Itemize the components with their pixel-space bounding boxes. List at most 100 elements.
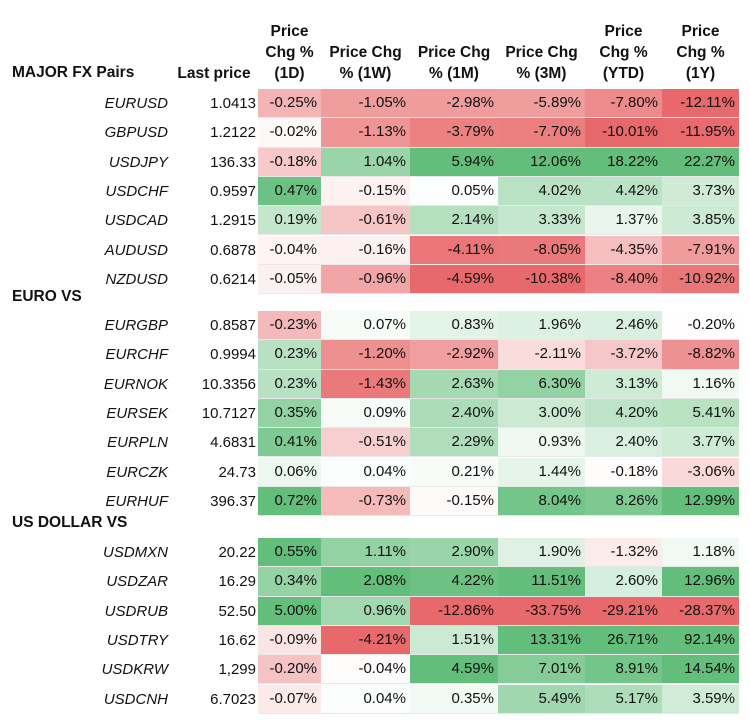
change-cell-m1: -4.59%: [410, 264, 498, 295]
change-cell-m3: 13.31%: [498, 625, 585, 656]
change-cell-y1: -11.95%: [662, 118, 739, 148]
change-cell-m3: 1.44%: [498, 457, 585, 487]
change-cell-y1: -8.82%: [662, 340, 739, 370]
column-header-line: Chg %: [265, 44, 314, 61]
row-label-usdtry: USDTRY: [106, 631, 168, 649]
change-cell-d1: 0.55%: [258, 538, 321, 568]
row-label-eurgbp: EURGBP: [104, 317, 168, 334]
change-cell-d1: 0.41%: [258, 428, 321, 458]
row-label-usdcnh: USDCNH: [103, 690, 168, 708]
change-cell-w1: -0.15%: [321, 176, 410, 207]
last-price-cell: 20.22: [218, 544, 256, 561]
change-cell-d1: 0.34%: [258, 567, 321, 597]
column-header-last: Last price: [170, 63, 258, 84]
column-header-line: % (1M): [429, 65, 479, 82]
last-price-cell: 0.9994: [210, 346, 256, 364]
change-cell-y1: -28.37%: [662, 596, 739, 626]
change-cell-w1: -0.73%: [321, 486, 410, 517]
change-cell-w1: -1.20%: [321, 340, 410, 370]
change-cell-m1: 4.22%: [410, 567, 498, 597]
change-cell-y1: -10.92%: [662, 264, 739, 295]
column-header-line: % (3M): [516, 65, 567, 82]
change-cell-m3: 7.01%: [498, 655, 585, 685]
change-cell-m1: -0.15%: [410, 486, 498, 517]
change-cell-ytd: 18.22%: [585, 147, 662, 177]
change-cell-ytd: 8.91%: [585, 655, 662, 685]
row-label-usdrub: USDRUB: [104, 602, 168, 620]
last-price-cell: 16.29: [218, 573, 256, 591]
change-cell-y1: 3.59%: [662, 684, 739, 714]
change-cell-m1: 2.63%: [410, 369, 498, 399]
change-cell-m1: -12.86%: [410, 596, 498, 626]
change-cell-w1: 0.96%: [321, 596, 410, 626]
change-cell-w1: 1.04%: [321, 147, 410, 177]
change-cell-y1: -0.20%: [662, 311, 739, 341]
change-cell-y1: 3.85%: [662, 206, 739, 236]
change-cell-d1: 0.72%: [258, 486, 321, 517]
change-cell-y1: 5.41%: [662, 398, 739, 429]
change-cell-y1: 22.27%: [662, 147, 739, 177]
change-cell-m1: -4.11%: [410, 235, 498, 265]
change-cell-d1: -0.23%: [258, 311, 321, 341]
row-label-eurusd: EURUSD: [104, 95, 168, 112]
change-cell-m3: 12.06%: [498, 147, 585, 177]
change-cell-d1: 0.06%: [258, 457, 321, 487]
change-cell-ytd: -0.18%: [585, 457, 662, 487]
change-cell-m3: 4.02%: [498, 176, 585, 207]
change-cell-y1: 1.16%: [662, 369, 739, 399]
change-cell-y1: 14.54%: [662, 655, 739, 685]
change-cell-w1: 0.07%: [321, 311, 410, 341]
change-cell-y1: 12.99%: [662, 486, 739, 517]
change-cell-m3: 8.04%: [498, 486, 585, 517]
change-cell-ytd: -1.32%: [585, 538, 662, 568]
change-cell-d1: 0.23%: [258, 340, 321, 370]
row-label-eursek: EURSEK: [106, 404, 168, 422]
column-header-line: Chg %: [676, 44, 725, 61]
section-header: EURO VS: [12, 288, 82, 305]
change-cell-d1: -0.20%: [258, 655, 321, 685]
change-cell-ytd: 4.20%: [585, 398, 662, 429]
last-price-cell: 6.7023: [210, 690, 256, 708]
last-price-cell: 1.2915: [210, 212, 256, 230]
change-cell-d1: 5.00%: [258, 596, 321, 626]
row-label-usdcad: USDCAD: [104, 212, 168, 230]
change-cell-d1: -0.02%: [258, 118, 321, 148]
change-cell-w1: 1.11%: [321, 538, 410, 568]
change-cell-w1: 0.04%: [321, 684, 410, 714]
last-price-cell: 136.33: [210, 153, 256, 171]
column-header-d1: Price Chg % (1D): [258, 21, 321, 84]
last-price-cell: 52.50: [218, 602, 256, 620]
change-cell-m1: 1.51%: [410, 625, 498, 656]
last-price-cell: 396.37: [210, 492, 256, 510]
column-header-line: Price Chg: [505, 44, 578, 61]
change-cell-m1: -2.92%: [410, 340, 498, 370]
change-cell-w1: -1.13%: [321, 118, 410, 148]
change-cell-d1: 0.35%: [258, 398, 321, 429]
change-cell-d1: -0.09%: [258, 625, 321, 656]
change-cell-w1: -0.16%: [321, 235, 410, 265]
change-cell-w1: 2.08%: [321, 567, 410, 597]
column-header-line: Price Chg: [417, 44, 491, 61]
change-cell-ytd: 26.71%: [585, 625, 662, 656]
column-header-line: Chg %: [599, 44, 648, 61]
change-cell-d1: -0.07%: [258, 684, 321, 714]
change-cell-d1: 0.47%: [258, 176, 321, 207]
last-price-cell: 16.62: [218, 631, 256, 649]
change-cell-y1: 3.73%: [662, 176, 739, 207]
change-cell-m1: 4.59%: [410, 655, 498, 685]
change-cell-w1: 0.04%: [321, 457, 410, 487]
change-cell-w1: -1.43%: [321, 369, 410, 399]
change-cell-m1: 0.05%: [410, 176, 498, 207]
section-header: US DOLLAR VS: [12, 514, 128, 531]
row-label-usdkrw: USDKRW: [101, 661, 168, 679]
change-cell-m3: 1.90%: [498, 538, 585, 568]
row-label-eurchf: EURCHF: [105, 346, 169, 364]
change-cell-y1: -3.06%: [662, 457, 739, 487]
row-label-eurpln: EURPLN: [107, 434, 168, 452]
change-cell-ytd: -4.35%: [585, 235, 662, 265]
change-cell-m1: -3.79%: [410, 118, 498, 148]
column-header-m1: Price Chg % (1M): [410, 42, 498, 84]
change-cell-y1: 92.14%: [662, 625, 739, 656]
change-cell-m3: -8.05%: [498, 235, 585, 265]
